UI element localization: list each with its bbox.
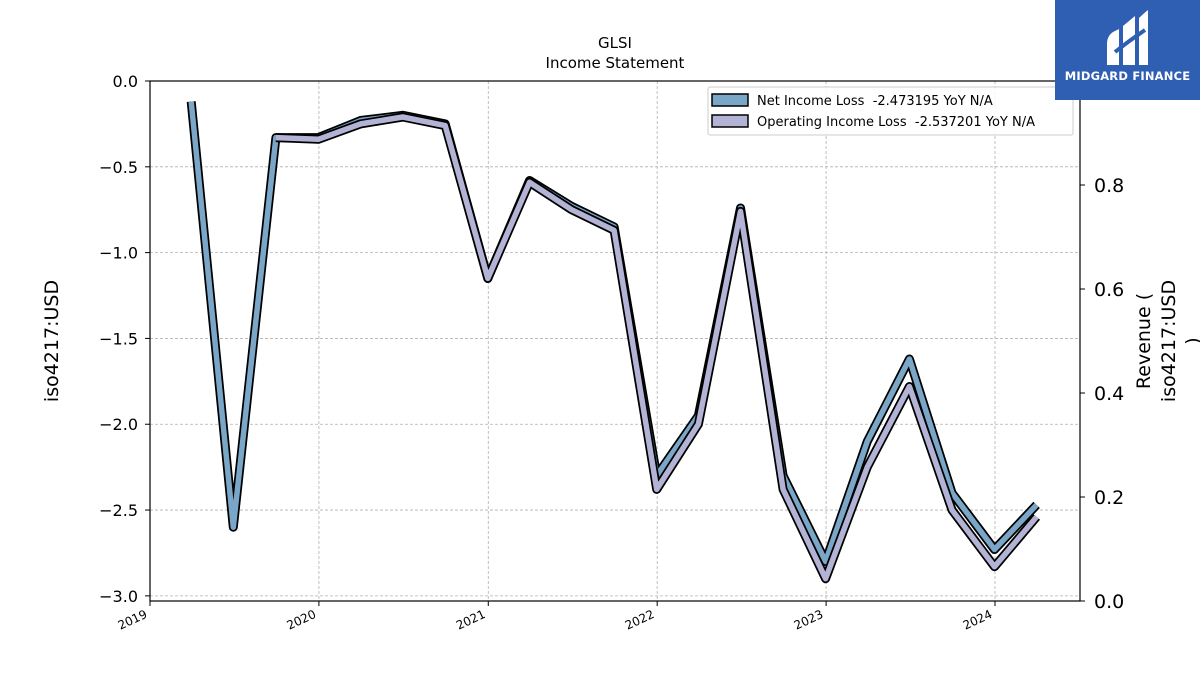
x-tick-label: 2024 — [961, 607, 995, 633]
logo-mark-icon — [1107, 10, 1148, 65]
plot-lines — [186, 101, 1041, 584]
y-tick-label: −1.5 — [99, 329, 138, 348]
y2-tick-label: 0.0 — [1094, 591, 1124, 613]
chart-title: GLSI — [598, 34, 632, 52]
gridlines — [150, 81, 1080, 601]
x-tick-label: 2023 — [792, 607, 826, 633]
legend-swatch-net-income — [711, 93, 749, 107]
y2-axis-label-line3: ) — [1182, 337, 1200, 344]
y-tick-label: 0.0 — [113, 72, 138, 91]
series-line — [275, 114, 1039, 582]
plot-frame — [149, 80, 1081, 602]
y2-tick-label: 0.2 — [1094, 487, 1124, 509]
x-tick-label: 2019 — [116, 607, 150, 633]
y-tick-label: −2.0 — [99, 415, 138, 434]
series-line-outline — [275, 112, 1041, 584]
x-tick-label: 2020 — [285, 607, 319, 633]
y2-axis-label-line2: iso4217:USD — [1158, 280, 1180, 402]
series-line-outline — [186, 101, 1040, 566]
brand-logo: MIDGARD FINANCE — [1055, 0, 1200, 100]
y-tick-label: −3.0 — [99, 587, 138, 606]
legend-swatch-operating-income — [711, 114, 749, 128]
y-axis-label: iso4217:USD — [41, 280, 63, 402]
y2-tick-label: 0.6 — [1094, 279, 1124, 301]
y2-tick-label: 0.4 — [1094, 383, 1124, 405]
legend-label-net-income: Net Income Loss -2.473195 YoY N/A — [757, 94, 993, 109]
legend-label-operating-income: Operating Income Loss -2.537201 YoY N/A — [757, 115, 1035, 130]
series-line — [188, 101, 1039, 565]
x-tick-label: 2022 — [623, 607, 657, 633]
y-tick-label: −0.5 — [99, 158, 138, 177]
y2-axis-label-line1: Revenue ( — [1133, 293, 1155, 389]
legend: Net Income Loss -2.473195 YoY N/A Operat… — [707, 86, 1074, 136]
y-tick-label: −1.0 — [99, 244, 138, 263]
x-tick-label: 2021 — [454, 607, 488, 633]
brand-logo-text: MIDGARD FINANCE — [1064, 69, 1191, 83]
y-tick-label: −2.5 — [99, 501, 138, 520]
legend-box — [707, 86, 1074, 136]
chart-subtitle: Income Statement — [546, 54, 685, 72]
y2-tick-label: 0.8 — [1094, 175, 1124, 197]
